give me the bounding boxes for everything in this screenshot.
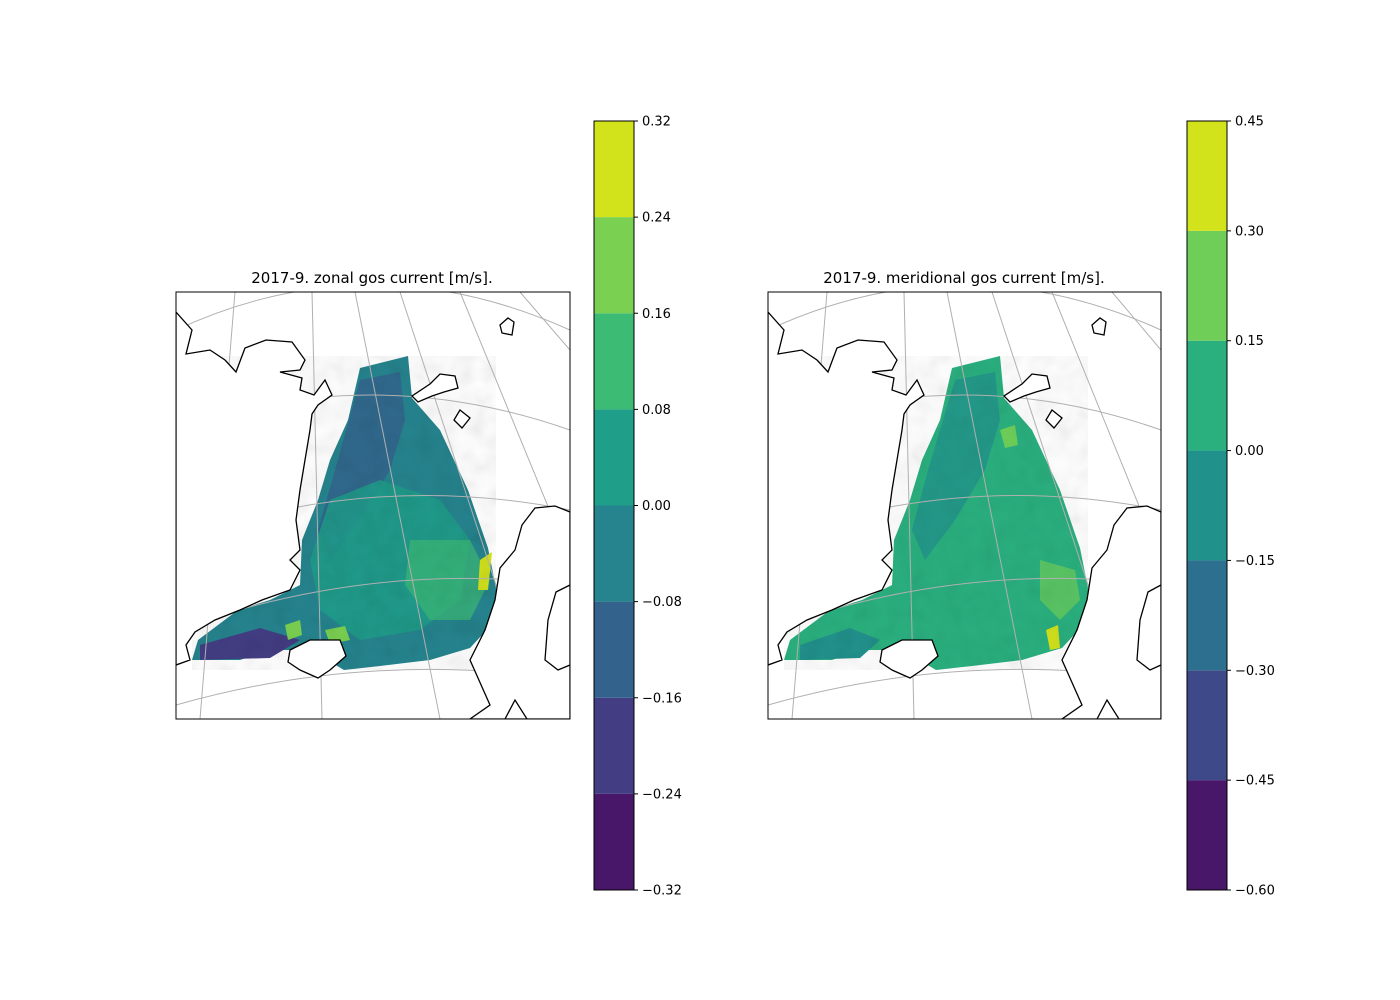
zonal-colorbar-band bbox=[594, 793, 634, 890]
meridional-colorbar-band bbox=[1187, 670, 1227, 781]
meridional-colorbar-tick-label: −0.15 bbox=[1235, 554, 1275, 569]
meridional-colorbar-tick-label: 0.15 bbox=[1235, 334, 1264, 349]
zonal-colorbar-tick-label: 0.08 bbox=[642, 403, 671, 418]
zonal-colorbar-tick-label: −0.08 bbox=[642, 595, 682, 610]
zonal-current-field bbox=[192, 356, 496, 670]
meridional-colorbar-tick-label: −0.60 bbox=[1235, 884, 1275, 899]
zonal-colorbar-band bbox=[594, 505, 634, 602]
meridional-colorbar-tick-label: 0.00 bbox=[1235, 444, 1264, 459]
meridional-current-field bbox=[784, 356, 1088, 670]
zonal-colorbar-tick-label: 0.00 bbox=[642, 499, 671, 514]
meridional-map-panel: 2017-9. meridional gos current [m/s]. bbox=[767, 269, 1162, 720]
meridional-colorbar-tick-label: 0.45 bbox=[1235, 115, 1264, 130]
meridional-colorbar: −0.60 −0.45 −0.30 −0.15 0.00 0.15 0.30 0.45 bbox=[1186, 115, 1275, 899]
meridional-colorbar-band bbox=[1187, 121, 1227, 231]
zonal-colorbar-tick-label: 0.24 bbox=[642, 211, 671, 226]
meridional-colorbar-band bbox=[1187, 230, 1227, 341]
zonal-map-border bbox=[175, 291, 571, 720]
zonal-colorbar-band bbox=[594, 697, 634, 794]
zonal-colorbar-band bbox=[594, 409, 634, 506]
zonal-colorbar-band bbox=[594, 121, 634, 218]
meridional-colorbar-band bbox=[1187, 450, 1227, 561]
meridional-colorbar-tick-label: 0.30 bbox=[1235, 224, 1264, 239]
meridional-map-title: 2017-9. meridional gos current [m/s]. bbox=[823, 269, 1104, 287]
zonal-colorbar-tick-label: 0.16 bbox=[642, 307, 671, 322]
zonal-colorbar-band bbox=[594, 601, 634, 698]
zonal-colorbar-band bbox=[594, 217, 634, 314]
zonal-colorbar-tick-label: 0.32 bbox=[642, 115, 671, 130]
meridional-colorbar-tick-label: −0.30 bbox=[1235, 664, 1275, 679]
zonal-colorbar-tick-label: −0.32 bbox=[642, 884, 682, 899]
meridional-colorbar-band bbox=[1187, 560, 1227, 671]
zonal-map-title: 2017-9. zonal gos current [m/s]. bbox=[251, 269, 492, 287]
zonal-colorbar-tick-label: −0.16 bbox=[642, 691, 682, 706]
zonal-map-panel: 2017-9. zonal gos current [m/s]. bbox=[175, 269, 571, 720]
zonal-coastlines bbox=[176, 311, 570, 719]
meridional-colorbar-tick-label: −0.45 bbox=[1235, 774, 1275, 789]
zonal-colorbar-band bbox=[594, 313, 634, 410]
zonal-colorbar: −0.32 −0.24 −0.16 −0.08 0.00 0.08 0.16 0.24 0.32 bbox=[593, 115, 682, 899]
meridional-colorbar-band bbox=[1187, 780, 1227, 890]
meridional-colorbar-band bbox=[1187, 340, 1227, 451]
meridional-map-border bbox=[767, 291, 1162, 720]
meridional-coastlines bbox=[768, 311, 1161, 719]
zonal-colorbar-tick-label: −0.24 bbox=[642, 787, 682, 802]
